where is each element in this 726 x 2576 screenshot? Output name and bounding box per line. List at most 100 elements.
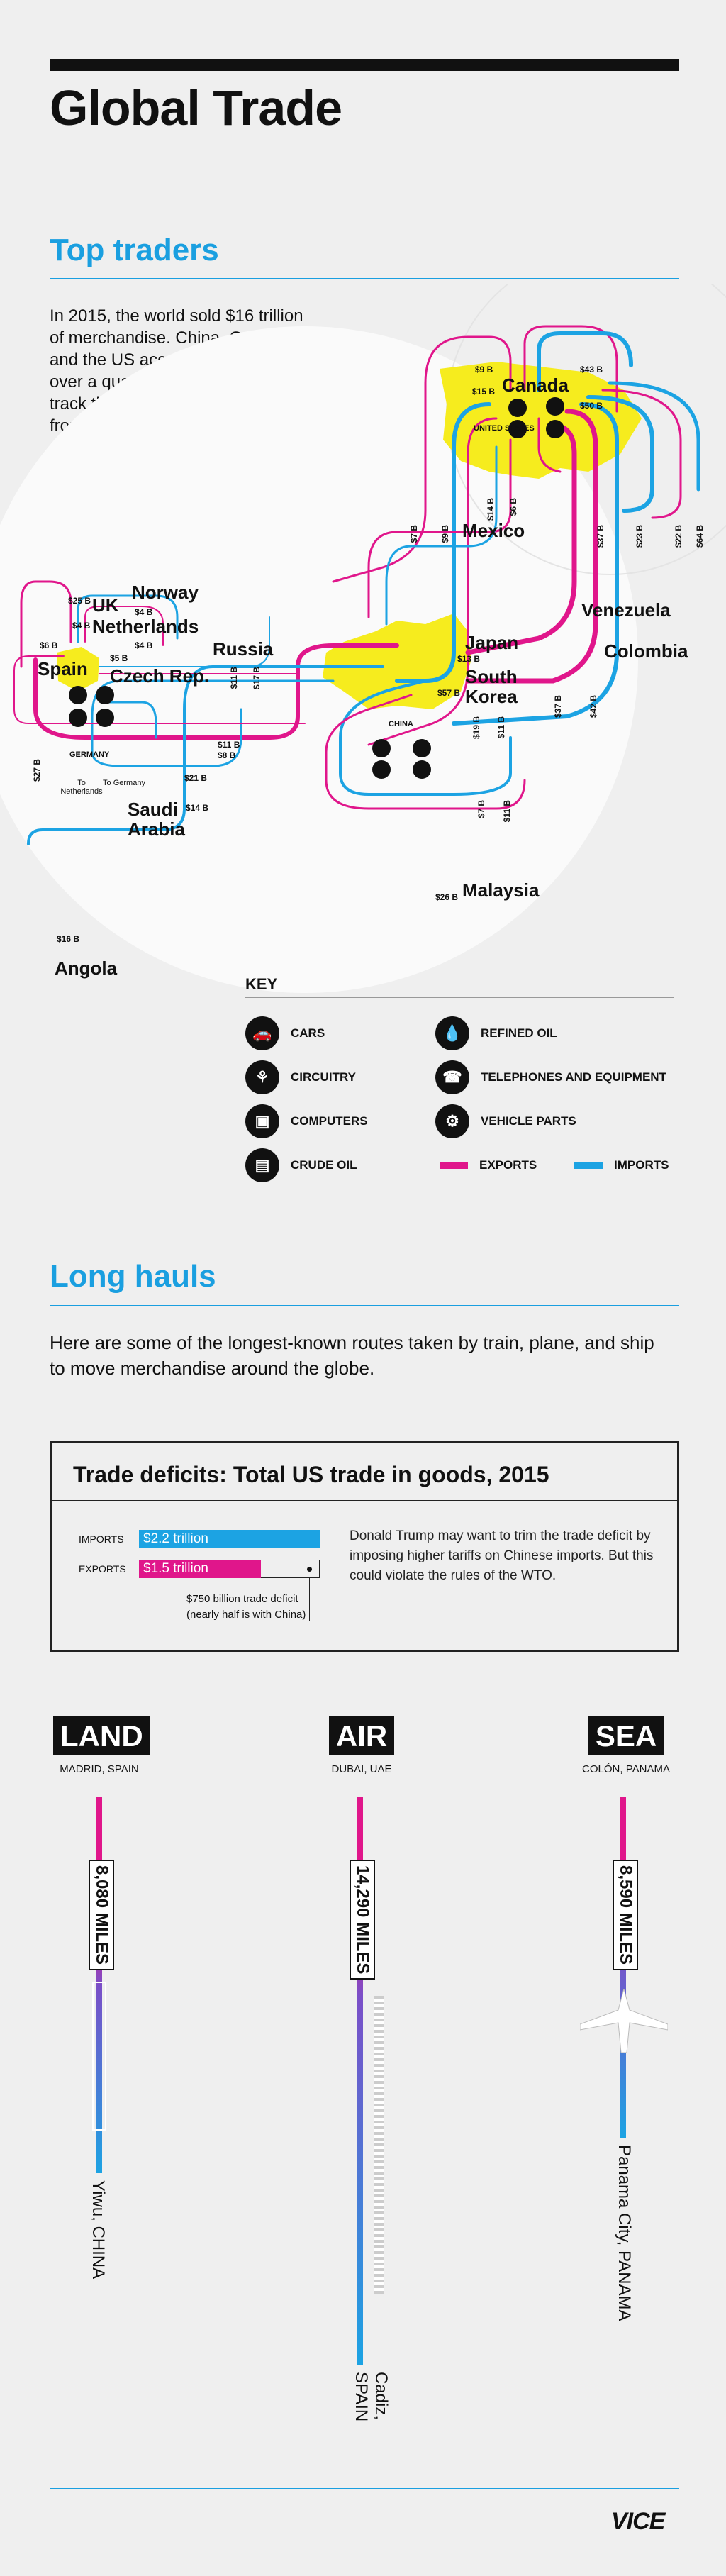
route-destination: Yiwu, CHINA: [89, 2180, 108, 2280]
label-venezuela: Venezuela: [581, 599, 671, 621]
imports-swatch: [574, 1162, 603, 1169]
route-land: LAND MADRID, SPAIN: [53, 1716, 150, 1775]
label-south-korea: South Korea: [465, 666, 518, 707]
ship-icon: [580, 1989, 668, 2053]
key-label: VEHICLE PARTS: [481, 1114, 576, 1128]
key-item-telephones: ☎ TELEPHONES AND EQUIPMENT: [435, 1060, 666, 1094]
label-norway: Norway: [132, 582, 199, 603]
imports-bar: $2.2 trillion: [139, 1530, 320, 1548]
gear-icon: ⚙: [435, 1104, 469, 1138]
exports-bar: $1.5 trillion: [139, 1560, 261, 1578]
label-us-hub: UNITED STATES: [474, 424, 535, 433]
globe-disc: [0, 326, 638, 993]
label-germany-hub: GERMANY: [69, 750, 110, 759]
amount-label: $19 B: [471, 716, 481, 740]
route-lines: [13, 325, 700, 845]
key-item-cars: 🚗 CARS: [245, 1016, 325, 1050]
amount-label: $9 B: [475, 365, 493, 374]
key-label: IMPORTS: [614, 1158, 669, 1172]
deficit-marker: [307, 1567, 312, 1572]
trade-map: [0, 284, 726, 993]
amount-label: $11 B: [496, 716, 506, 739]
miles-box: 14,290 MILES: [350, 1860, 375, 1980]
key-rule: [245, 997, 674, 998]
key-title: KEY: [245, 975, 278, 993]
germany-landmass: [57, 647, 99, 692]
amount-label: $27 B: [32, 759, 42, 782]
mode-badge: LAND: [53, 1716, 150, 1755]
amount-label: $25 B: [68, 596, 91, 606]
route-air: AIR DUBAI, UAE: [312, 1716, 411, 1775]
key-item-crude-oil: ▤ CRUDE OIL: [245, 1148, 357, 1182]
amount-label: $22 B: [674, 525, 683, 548]
computer-icon: ▣: [245, 1104, 279, 1138]
key-label: CRUDE OIL: [291, 1158, 357, 1172]
label-to-netherlands: To Netherlands: [60, 779, 103, 796]
key-item-circuitry: ⚘ CIRCUITRY: [245, 1060, 356, 1094]
amount-label: $13 B: [457, 654, 481, 664]
section-title-long-hauls: Long hauls: [50, 1259, 216, 1294]
mode-badge: SEA: [588, 1716, 664, 1755]
label-russia: Russia: [213, 638, 274, 660]
route-sea: SEA COLÓN, PANAMA: [576, 1716, 676, 1775]
key-label: TELEPHONES AND EQUIPMENT: [481, 1070, 666, 1084]
label-uk: UK: [92, 594, 119, 616]
amount-label: $21 B: [184, 773, 208, 783]
key-label: CARS: [291, 1026, 325, 1040]
hub-icons: [69, 397, 564, 779]
key-label: CIRCUITRY: [291, 1070, 356, 1084]
miles-box: 8,590 MILES: [613, 1860, 638, 1971]
amount-label: $57 B: [437, 688, 461, 698]
amount-label: $4 B: [72, 621, 91, 631]
amount-label: $64 B: [695, 525, 705, 548]
car-icon: 🚗: [245, 1016, 279, 1050]
exports-swatch: [440, 1162, 468, 1169]
section-rule: [50, 278, 679, 279]
key-item-computers: ▣ COMPUTERS: [245, 1104, 368, 1138]
page-title: Global Trade: [50, 80, 342, 135]
train-icon: [92, 1982, 106, 2131]
amount-label: $42 B: [588, 695, 598, 718]
label-china-hub: CHINA: [389, 720, 413, 728]
amount-label: $4 B: [135, 607, 153, 617]
label-mexico: Mexico: [462, 520, 525, 541]
land-route-line: [96, 1797, 102, 2173]
amount-label: $9 B: [440, 525, 450, 543]
amount-label: $7 B: [476, 800, 486, 818]
drop-icon: 💧: [435, 1016, 469, 1050]
label-angola: Angola: [55, 957, 118, 979]
deficit-title: Trade deficits: Total US trade in goods,…: [52, 1443, 677, 1501]
phone-icon: ☎: [435, 1060, 469, 1094]
section-title-top-traders: Top traders: [50, 233, 219, 267]
miles-box: 8,080 MILES: [89, 1860, 114, 1971]
label-czech: Czech Rep.: [110, 665, 210, 687]
long-hauls-intro: Here are some of the longest-known route…: [50, 1332, 654, 1379]
route-origin: DUBAI, UAE: [331, 1763, 392, 1775]
key-item-vehicle-parts: ⚙ VEHICLE PARTS: [435, 1104, 576, 1138]
amount-label: $43 B: [580, 365, 603, 374]
mode-badge: AIR: [328, 1716, 395, 1755]
amount-label: $11 B: [502, 800, 512, 823]
route-destination: Cadiz, SPAIN: [352, 2372, 391, 2422]
key-label: COMPUTERS: [291, 1114, 368, 1128]
route-destination: Panama City, PANAMA: [615, 2145, 634, 2321]
key-label: REFINED OIL: [481, 1026, 557, 1040]
amount-label: $26 B: [435, 892, 459, 902]
imports-label: IMPORTS: [79, 1533, 124, 1545]
amount-label: $14 B: [186, 803, 209, 813]
amount-label: $14 B: [486, 498, 496, 521]
us-landmass: [440, 362, 642, 479]
deficit-leader: [309, 1578, 310, 1621]
vice-logo: VICE: [611, 2508, 665, 2535]
key-item-exports: EXPORTS: [440, 1158, 537, 1172]
amount-label: $8 B: [218, 750, 236, 760]
amount-label: $5 B: [110, 653, 128, 663]
footer-rule: [50, 2488, 679, 2489]
label-colombia: Colombia: [604, 640, 688, 662]
amount-label: $6 B: [508, 498, 518, 516]
section-rule: [50, 1305, 679, 1306]
route-origin: MADRID, SPAIN: [60, 1763, 139, 1775]
label-saudi-arabia: Saudi Arabia: [128, 799, 185, 840]
amount-label: $4 B: [135, 640, 153, 650]
label-to-germany: To Germany: [103, 779, 145, 787]
